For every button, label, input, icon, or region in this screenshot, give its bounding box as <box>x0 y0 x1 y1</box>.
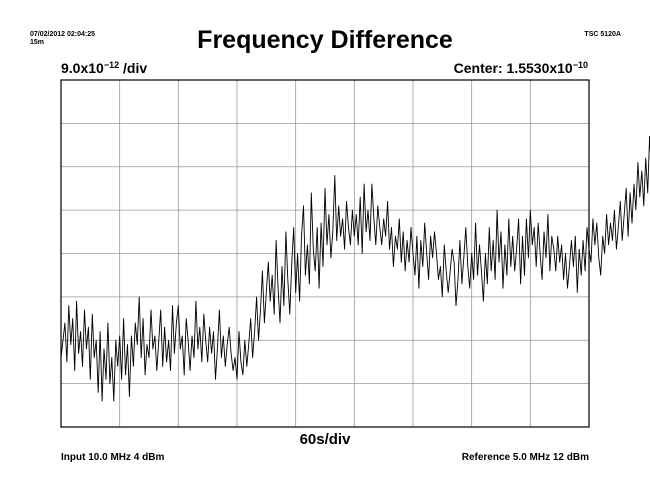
series-line <box>60 135 650 402</box>
timestamp: 07/02/2012 02:04:25 <box>30 31 95 38</box>
y-scale-mantissa: 9.0x10 <box>61 60 104 76</box>
center-value-label: Center: 1.5530x10−10 <box>454 60 588 76</box>
instrument-model: TSC 5120A <box>584 31 621 38</box>
x-scale-label: 60s/div <box>299 431 351 448</box>
y-scale-exponent: −12 <box>103 60 120 70</box>
reference-signal-label: Reference 5.0 MHz 12 dBm <box>461 452 589 463</box>
y-scale-label: 9.0x10−12 /div <box>61 60 147 76</box>
plot-grid <box>61 80 589 427</box>
plot-frame <box>60 79 590 428</box>
center-mantissa: Center: 1.5530x10 <box>453 60 573 76</box>
center-exponent: −10 <box>572 60 588 70</box>
chart-title: Frequency Difference <box>197 26 453 54</box>
input-signal-label: Input 10.0 MHz 4 dBm <box>61 452 165 463</box>
duration-label: 15m <box>30 39 45 46</box>
y-scale-unit: /div <box>119 60 148 76</box>
